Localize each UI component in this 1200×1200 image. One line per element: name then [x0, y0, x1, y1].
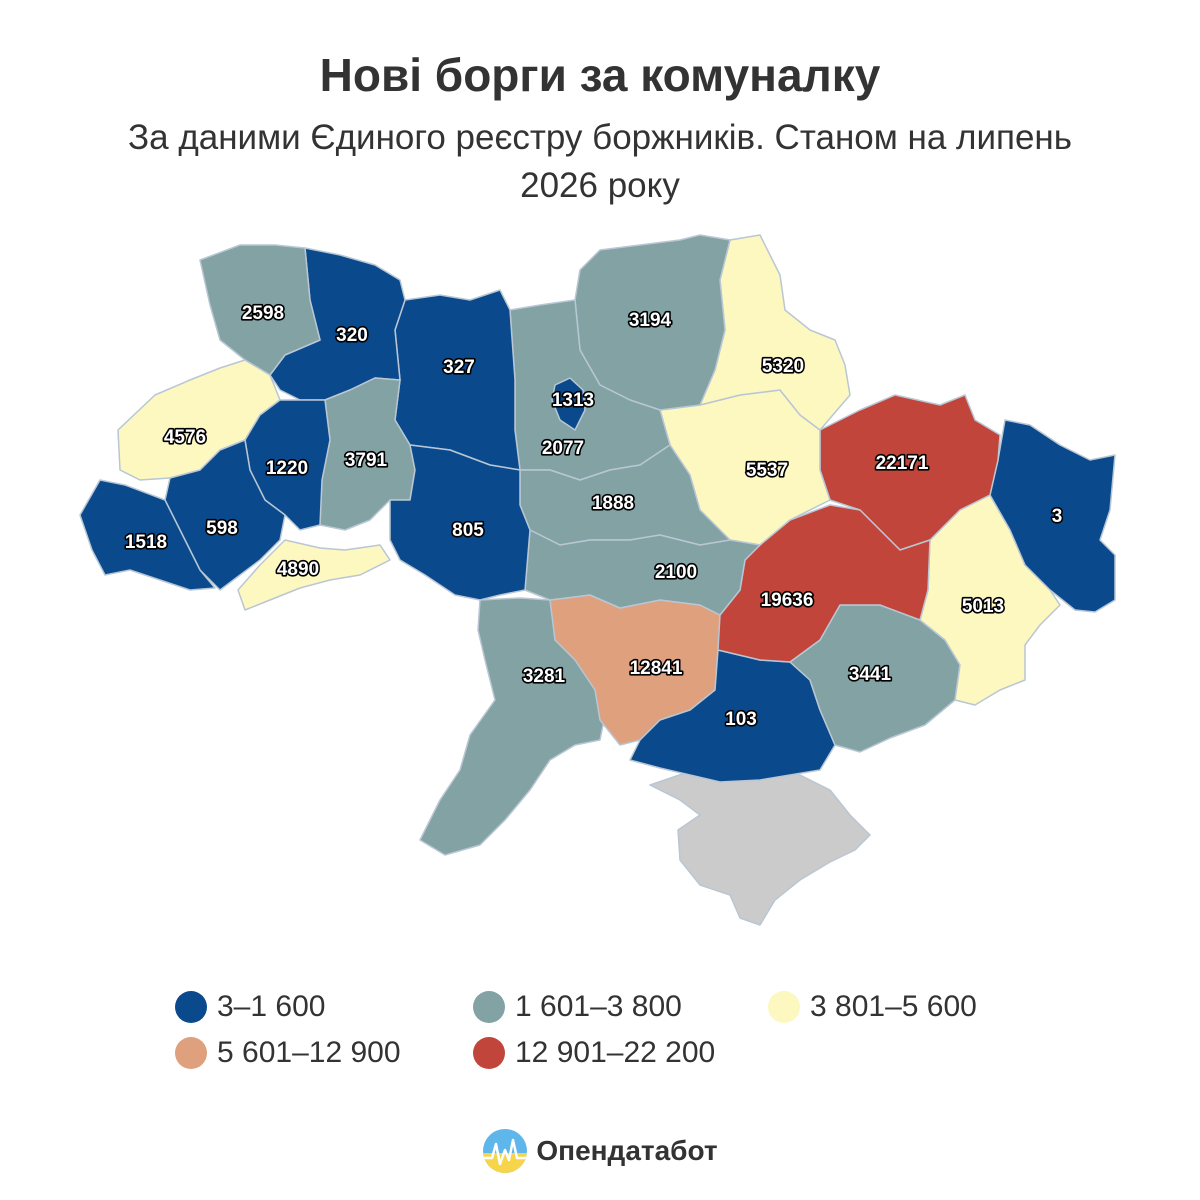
legend: 3–1 600 1 601–3 800 3 801–5 600 5 601–12…	[175, 985, 1075, 1075]
region-zakarpattia	[79, 479, 216, 591]
region-kyiv-city	[551, 377, 586, 431]
map-title: Нові борги за комуналку	[319, 49, 881, 101]
region-label-dnipro: 19636	[761, 590, 814, 611]
legend-swatch-2	[473, 991, 505, 1023]
region-zhytomyr	[394, 289, 521, 471]
legend-item-4: 5 601–12 900	[175, 1031, 401, 1075]
region-crimea	[649, 767, 871, 926]
region-label-chernivtsi: 4890	[277, 559, 319, 580]
region-label-donetsk: 5013	[962, 596, 1004, 617]
map-subtitle: За даними Єдиного реєстру боржників. Ста…	[128, 118, 1072, 205]
region-chernivtsi	[237, 539, 391, 611]
legend-item-5: 12 901–22 200	[473, 1031, 715, 1075]
region-label-rivne: 320	[336, 325, 368, 346]
legend-label-5: 12 901–22 200	[515, 1036, 716, 1069]
region-label-kharkiv: 22171	[876, 453, 929, 474]
brand-name: Опендатабот	[536, 1135, 718, 1166]
region-label-ivano-frankivsk: 598	[206, 518, 238, 539]
region-label-kyiv-oblast: 2077	[542, 438, 584, 459]
legend-label-1: 3–1 600	[217, 990, 326, 1023]
region-vinnytsia	[389, 444, 531, 601]
region-label-poltava: 5537	[746, 460, 788, 481]
legend-item-2: 1 601–3 800	[473, 985, 682, 1029]
legend-label-2: 1 601–3 800	[515, 990, 682, 1023]
brand: Опендатабот	[0, 1128, 1200, 1174]
region-label-sumy: 5320	[762, 356, 804, 377]
region-label-odesa: 3281	[523, 666, 566, 687]
region-luhansk	[989, 419, 1116, 613]
region-label-lviv: 4576	[164, 427, 206, 448]
region-label-mykolaiv: 12841	[630, 658, 683, 679]
legend-label-4: 5 601–12 900	[217, 1036, 401, 1069]
region-label-kyiv-city: 1313	[552, 390, 594, 411]
legend-swatch-4	[175, 1037, 207, 1069]
region-label-zhytomyr: 327	[443, 357, 475, 378]
region-label-kherson: 103	[725, 709, 757, 730]
legend-label-3: 3 801–5 600	[810, 990, 977, 1023]
region-label-zaporizhzhia: 3441	[849, 664, 892, 685]
region-volyn	[199, 244, 321, 376]
region-label-zakarpattia: 1518	[125, 532, 167, 553]
legend-swatch-1	[175, 991, 207, 1023]
region-label-ternopil: 1220	[266, 458, 308, 479]
legend-swatch-5	[473, 1037, 505, 1069]
opendatabot-logo-icon	[483, 1129, 528, 1173]
region-label-volyn: 2598	[242, 303, 284, 324]
region-kirovohrad	[524, 529, 761, 616]
legend-swatch-3	[768, 991, 800, 1023]
region-label-khmelnytskyi: 3791	[345, 450, 388, 471]
region-label-vinnytsia: 805	[452, 520, 484, 541]
region-label-chernihiv: 3194	[629, 310, 672, 331]
region-label-kirovohrad: 2100	[655, 562, 697, 583]
legend-item-3: 3 801–5 600	[768, 985, 977, 1029]
legend-item-1: 3–1 600	[175, 985, 325, 1029]
region-label-luhansk: 3	[1052, 506, 1063, 527]
region-kharkiv	[819, 394, 1001, 551]
region-label-cherkasy: 1888	[592, 493, 634, 514]
